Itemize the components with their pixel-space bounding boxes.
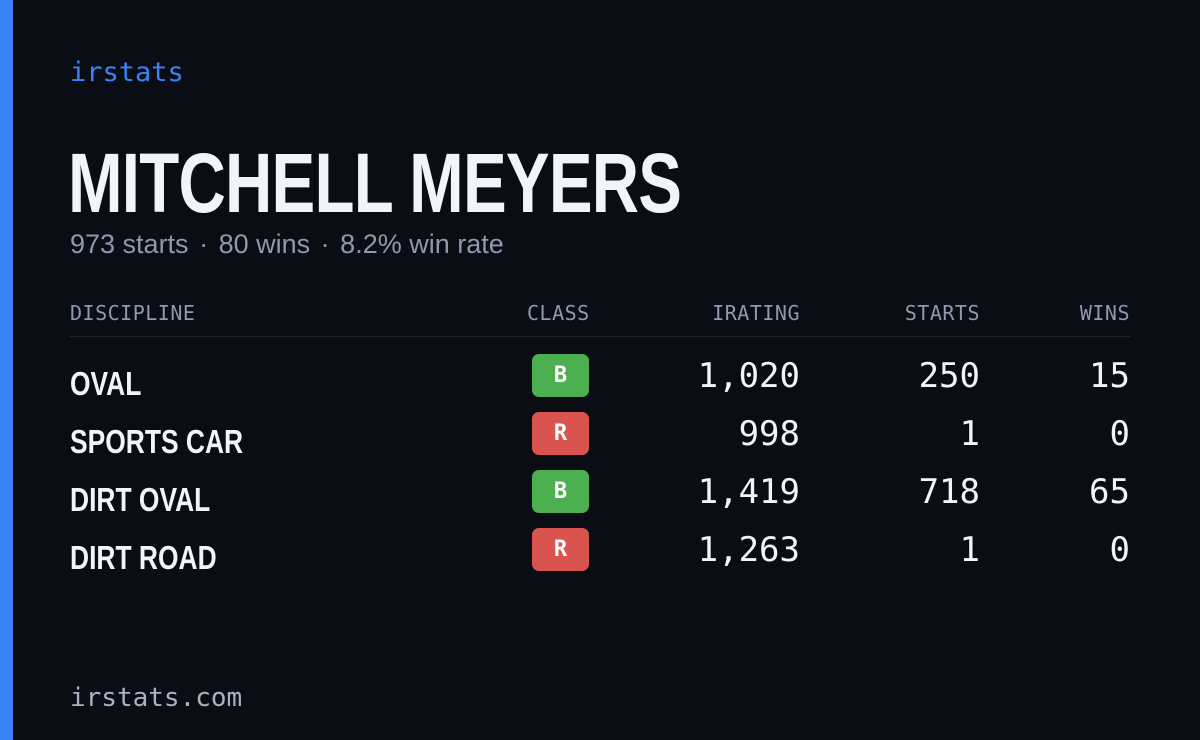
irating-value: 1,020 — [697, 356, 800, 396]
header-class: CLASS — [527, 301, 590, 325]
table-body: OVAL B 1,020 250 15 SPORTS CAR R 998 1 0… — [70, 337, 1130, 586]
driver-summary: 973 starts · 80 wins · 8.2% win rate — [70, 226, 504, 262]
irating-value: 998 — [738, 414, 800, 454]
discipline-name: OVAL — [70, 365, 142, 402]
wins-value: 15 — [1089, 356, 1130, 396]
starts-value: 250 — [918, 356, 980, 396]
starts-value: 1 — [959, 530, 980, 570]
separator: · — [199, 229, 209, 259]
wins-value: 65 — [1089, 472, 1130, 512]
class-badge: B — [532, 354, 589, 397]
table-row: OVAL B 1,020 250 15 — [70, 354, 1130, 412]
separator: · — [320, 229, 330, 259]
class-badge: R — [532, 528, 589, 571]
starts-summary: 973 starts — [70, 229, 189, 259]
wins-value: 0 — [1109, 530, 1130, 570]
table-row: SPORTS CAR R 998 1 0 — [70, 412, 1130, 470]
header-wins: WINS — [1079, 301, 1130, 325]
header-starts: STARTS — [904, 301, 980, 325]
discipline-name: SPORTS CAR — [70, 423, 244, 460]
brand-logo-text: irstats — [70, 57, 184, 88]
starts-value: 1 — [959, 414, 980, 454]
win-rate-summary: 8.2% win rate — [340, 229, 504, 259]
discipline-name: DIRT ROAD — [70, 539, 217, 576]
wins-value: 0 — [1109, 414, 1130, 454]
wins-summary: 80 wins — [218, 229, 311, 259]
discipline-name: DIRT OVAL — [70, 481, 211, 518]
driver-name: MITCHELL MEYERS — [68, 136, 682, 230]
header-irating: IRATING — [712, 301, 800, 325]
accent-bar — [0, 0, 13, 740]
discipline-table: DISCIPLINE CLASS IRATING STARTS WINS OVA… — [70, 296, 1130, 586]
irating-value: 1,419 — [697, 472, 800, 512]
site-url: irstats.com — [70, 683, 243, 713]
table-row: DIRT ROAD R 1,263 1 0 — [70, 528, 1130, 586]
table-header: DISCIPLINE CLASS IRATING STARTS WINS — [70, 296, 1130, 337]
class-badge: R — [532, 412, 589, 455]
class-badge: B — [532, 470, 589, 513]
starts-value: 718 — [918, 472, 980, 512]
header-discipline: DISCIPLINE — [70, 301, 196, 325]
table-row: DIRT OVAL B 1,419 718 65 — [70, 470, 1130, 528]
irating-value: 1,263 — [697, 530, 800, 570]
